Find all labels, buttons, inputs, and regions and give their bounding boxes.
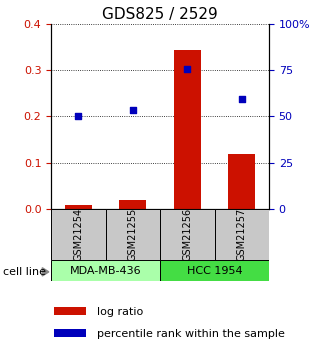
Bar	[51, 209, 106, 260]
Text: log ratio: log ratio	[97, 306, 144, 316]
Bar	[160, 209, 214, 260]
Point	[185, 66, 190, 72]
Bar	[174, 50, 201, 209]
Text: MDA-MB-436: MDA-MB-436	[70, 266, 142, 276]
Text: percentile rank within the sample: percentile rank within the sample	[97, 329, 285, 339]
Bar	[228, 154, 255, 209]
Point	[239, 96, 244, 102]
Text: GSM21255: GSM21255	[128, 208, 138, 261]
Bar	[106, 209, 160, 260]
Bar	[119, 200, 147, 209]
Bar	[160, 260, 269, 281]
Text: cell line: cell line	[3, 267, 46, 277]
Bar	[54, 307, 86, 315]
Point	[76, 114, 81, 119]
Text: GSM21254: GSM21254	[73, 208, 83, 261]
Point	[130, 108, 136, 113]
Text: HCC 1954: HCC 1954	[187, 266, 242, 276]
Bar	[214, 209, 269, 260]
Text: GSM21256: GSM21256	[182, 208, 192, 261]
Bar	[54, 329, 86, 337]
Title: GDS825 / 2529: GDS825 / 2529	[102, 7, 218, 22]
Text: GSM21257: GSM21257	[237, 208, 247, 261]
Bar	[51, 260, 160, 281]
Bar	[65, 205, 92, 209]
